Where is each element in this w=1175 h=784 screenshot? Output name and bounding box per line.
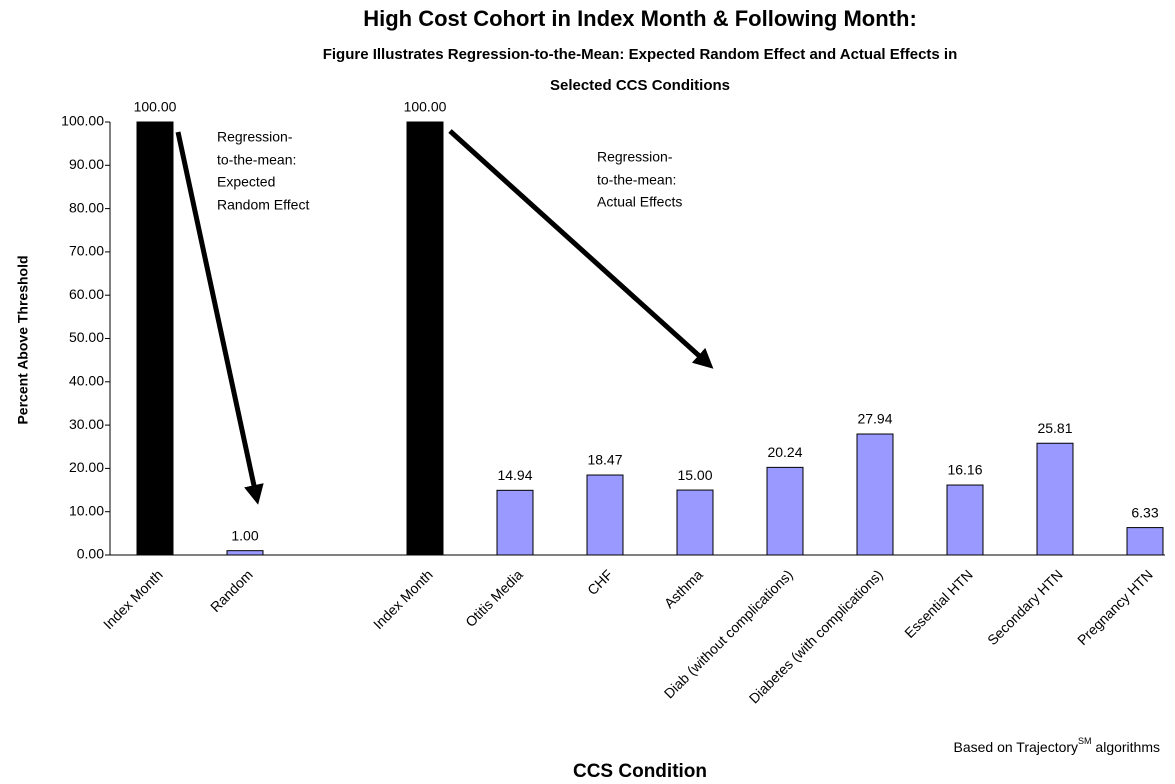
arrow [175,131,264,505]
x-tick-label: Secondary HTN [984,566,1066,648]
data-label: 14.94 [497,467,532,483]
footnote-text: algorithms [1092,739,1160,755]
annotation: Regression- to-the-mean: Expected Random… [217,129,682,213]
bar [766,466,804,556]
x-tick-label: CHF [584,566,616,598]
x-tick-label: Index Month [370,566,436,632]
footnote-text: Based on Trajectory [954,739,1079,755]
x-tick-label: Otitis Media [462,566,526,630]
x-tick-label: Index Month [100,566,166,632]
data-label: 16.16 [947,462,982,478]
data-label: 100.00 [404,99,447,115]
x-tick-label: Pregnancy HTN [1074,566,1156,648]
chart-title: High Cost Cohort in Index Month & Follow… [363,6,917,31]
chart-subtitle: Selected CCS Conditions [550,77,730,94]
bar [226,550,264,556]
y-tick-label: 0.00 [77,546,104,562]
arrow [448,129,714,369]
bar [676,489,714,556]
y-tick-label: 40.00 [69,373,104,389]
annotation-text: Regression- [217,129,293,145]
bar [1126,527,1164,556]
y-tick-label: 10.00 [69,502,104,518]
data-label: 27.94 [857,411,892,427]
y-tick-label: 80.00 [69,199,104,215]
annotation-text: to-the-mean: [597,172,676,188]
bar [946,484,984,556]
y-axis-title: Percent Above Threshold [15,255,31,424]
y-tick-label: 90.00 [69,156,104,172]
data-label: 6.33 [1131,504,1158,520]
data-label: 25.81 [1037,420,1072,436]
y-tick-label: 30.00 [69,416,104,432]
data-label: 1.00 [231,527,258,543]
y-tick-label: 20.00 [69,459,104,475]
y-tick-label: 70.00 [69,243,104,259]
data-label: 18.47 [587,452,622,468]
bar [1036,442,1074,556]
bar [496,489,534,556]
y-tick-label: 60.00 [69,286,104,302]
bar [586,474,624,556]
y-tick-label: 50.00 [69,329,104,345]
data-label: 15.00 [677,467,712,483]
x-axis-title: CCS Condition [573,761,707,782]
x-tick-label: Random [207,566,256,615]
bar [856,433,894,556]
data-label: 20.24 [767,444,802,460]
footnote: Based on TrajectorySM algorithms [954,736,1160,754]
bar [136,121,174,556]
annotation-text: Expected [217,174,275,190]
annotation-text: Regression- [597,149,673,165]
chart-subtitle: Figure Illustrates Regression-to-the-Mea… [323,46,958,63]
footnote-sup: SM [1078,736,1092,746]
y-tick-label: 100.00 [61,113,104,129]
annotation-text: Random Effect [217,197,309,213]
x-tick-label: Essential HTN [901,566,976,641]
annotation-text: Actual Effects [597,194,682,210]
x-tick-label: Asthma [661,566,706,611]
bar [406,121,444,556]
data-label: 100.00 [134,99,177,115]
annotation-text: to-the-mean: [217,152,296,168]
